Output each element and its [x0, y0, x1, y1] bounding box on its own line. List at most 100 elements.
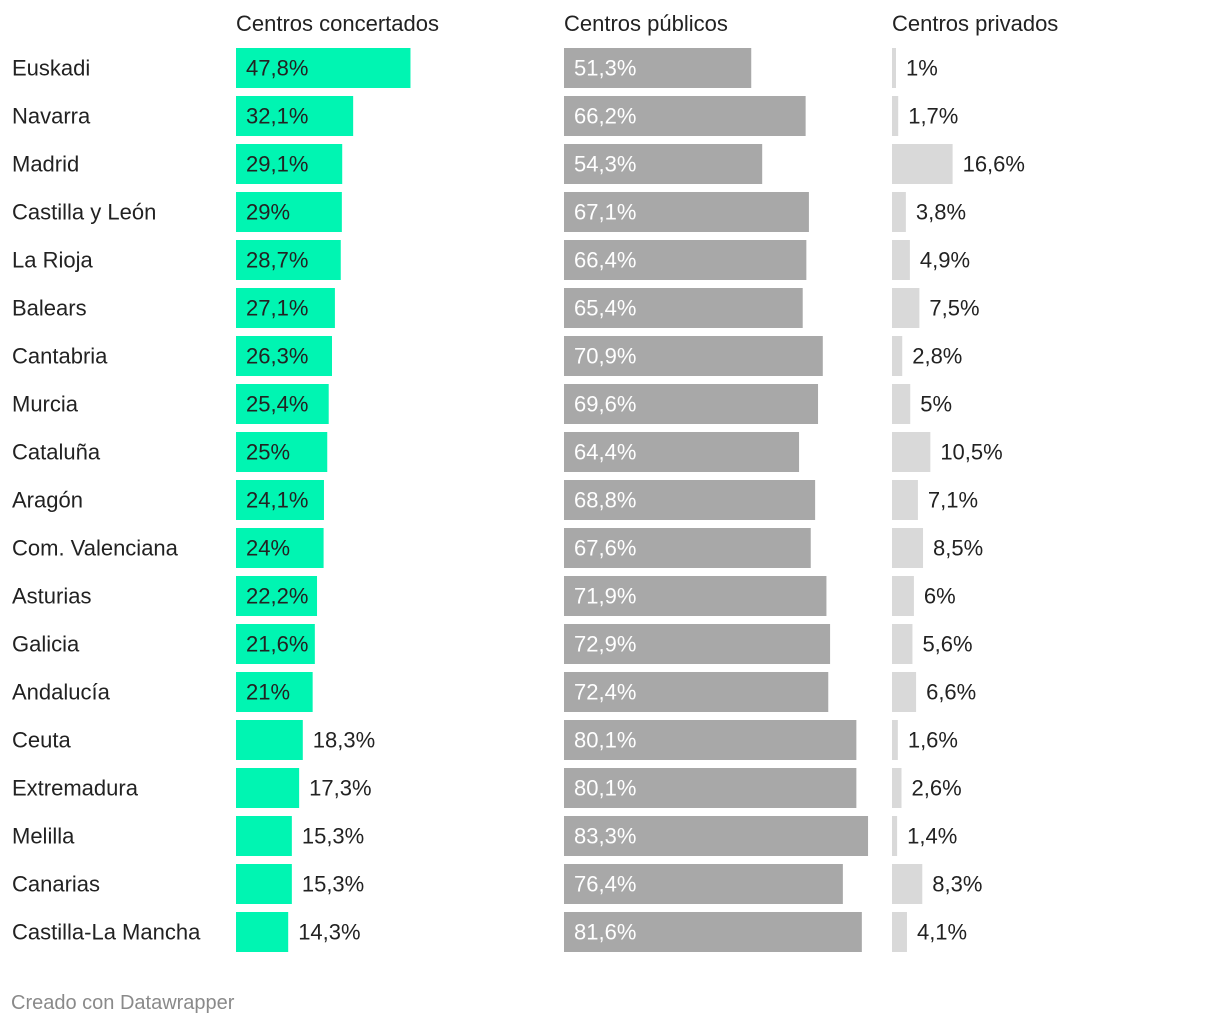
bar — [564, 768, 857, 808]
bar-value-label: 6% — [924, 584, 956, 609]
bar-value-label: 68,8% — [574, 488, 636, 513]
bar-value-label: 7,5% — [929, 296, 979, 321]
footer-credit: Creado con Datawrapper — [11, 992, 235, 1014]
bar — [236, 672, 313, 712]
row-label: Ceuta — [12, 728, 71, 753]
bar-value-label: 76,4% — [574, 872, 636, 897]
bar-value-label: 69,6% — [574, 392, 636, 417]
row-label: Andalucía — [12, 680, 111, 705]
bar-value-label: 16,6% — [963, 152, 1025, 177]
bar-value-label: 7,1% — [928, 488, 978, 513]
bar-value-label: 28,7% — [246, 248, 308, 273]
row-label: Cataluña — [12, 440, 101, 465]
bar-value-label: 21% — [246, 680, 290, 705]
bar — [564, 432, 800, 472]
row-label: Navarra — [12, 104, 91, 129]
bar — [564, 816, 869, 856]
bar-value-label: 70,9% — [574, 344, 636, 369]
bar-value-label: 24,1% — [246, 488, 308, 513]
bar — [236, 336, 332, 376]
bar-value-label: 8,3% — [932, 872, 982, 897]
bar — [892, 672, 917, 712]
row-label: Castilla y León — [12, 200, 156, 225]
bar — [564, 912, 862, 952]
bar — [236, 912, 289, 952]
bar — [236, 528, 324, 568]
column-header: Centros públicos — [564, 11, 728, 36]
bar-value-label: 18,3% — [313, 728, 375, 753]
row-label: Canarias — [12, 872, 100, 897]
bar — [236, 48, 411, 88]
bar-value-label: 72,9% — [574, 632, 636, 657]
bar-value-label: 6,6% — [926, 680, 976, 705]
bar — [892, 528, 924, 568]
bar-value-label: 2,8% — [912, 344, 962, 369]
bar — [564, 96, 806, 136]
column-header: Centros concertados — [236, 11, 439, 36]
bar — [564, 48, 752, 88]
bar — [892, 288, 920, 328]
bar — [564, 672, 829, 712]
bar — [892, 624, 913, 664]
bar-value-label: 5% — [920, 392, 952, 417]
bar — [564, 720, 857, 760]
row-label: Galicia — [12, 632, 80, 657]
bar — [236, 624, 315, 664]
bar — [892, 576, 914, 616]
row-label: Cantabria — [12, 344, 108, 369]
bar-value-label: 17,3% — [309, 776, 371, 801]
bar — [564, 240, 807, 280]
bar-value-label: 25% — [246, 440, 290, 465]
bar-value-label: 4,9% — [920, 248, 970, 273]
bar-value-label: 67,1% — [574, 200, 636, 225]
bar-value-label: 64,4% — [574, 440, 636, 465]
bar-value-label: 47,8% — [246, 56, 308, 81]
bar-value-label: 51,3% — [574, 56, 636, 81]
bar-value-label: 25,4% — [246, 392, 308, 417]
bar-value-label: 24% — [246, 536, 290, 561]
bar — [236, 720, 303, 760]
bar — [236, 816, 292, 856]
bar-value-label: 8,5% — [933, 536, 983, 561]
bar-value-label: 27,1% — [246, 296, 308, 321]
bar — [892, 240, 910, 280]
bar — [236, 288, 335, 328]
bar-value-label: 65,4% — [574, 296, 636, 321]
row-label: Madrid — [12, 152, 79, 177]
row-label: Extremadura — [12, 776, 139, 801]
bar-value-label: 15,3% — [302, 872, 364, 897]
column-header: Centros privados — [892, 11, 1058, 36]
row-label: Euskadi — [12, 56, 90, 81]
bar — [564, 336, 823, 376]
row-label: Castilla-La Mancha — [12, 920, 201, 945]
bar — [564, 144, 763, 184]
bar — [236, 192, 342, 232]
bar-value-label: 14,3% — [298, 920, 360, 945]
bar — [892, 384, 911, 424]
row-label: Murcia — [12, 392, 79, 417]
bar — [564, 192, 809, 232]
bar-value-label: 66,4% — [574, 248, 636, 273]
bar — [892, 816, 898, 856]
bar — [236, 768, 300, 808]
bar-value-label: 83,3% — [574, 824, 636, 849]
bar — [564, 624, 831, 664]
bar-value-label: 4,1% — [917, 920, 967, 945]
bar — [236, 432, 328, 472]
bar-value-label: 29% — [246, 200, 290, 225]
bar-value-label: 26,3% — [246, 344, 308, 369]
bar-value-label: 32,1% — [246, 104, 308, 129]
bar-value-label: 21,6% — [246, 632, 308, 657]
bar-value-label: 29,1% — [246, 152, 308, 177]
bar — [892, 480, 918, 520]
bar-value-label: 5,6% — [922, 632, 972, 657]
bar — [236, 96, 354, 136]
bar-value-label: 66,2% — [574, 104, 636, 129]
bar — [564, 288, 803, 328]
bar — [236, 864, 292, 904]
bar — [564, 384, 819, 424]
bar — [892, 432, 931, 472]
bar-value-label: 2,6% — [911, 776, 961, 801]
bar-value-label: 1,4% — [907, 824, 957, 849]
bar — [892, 192, 906, 232]
